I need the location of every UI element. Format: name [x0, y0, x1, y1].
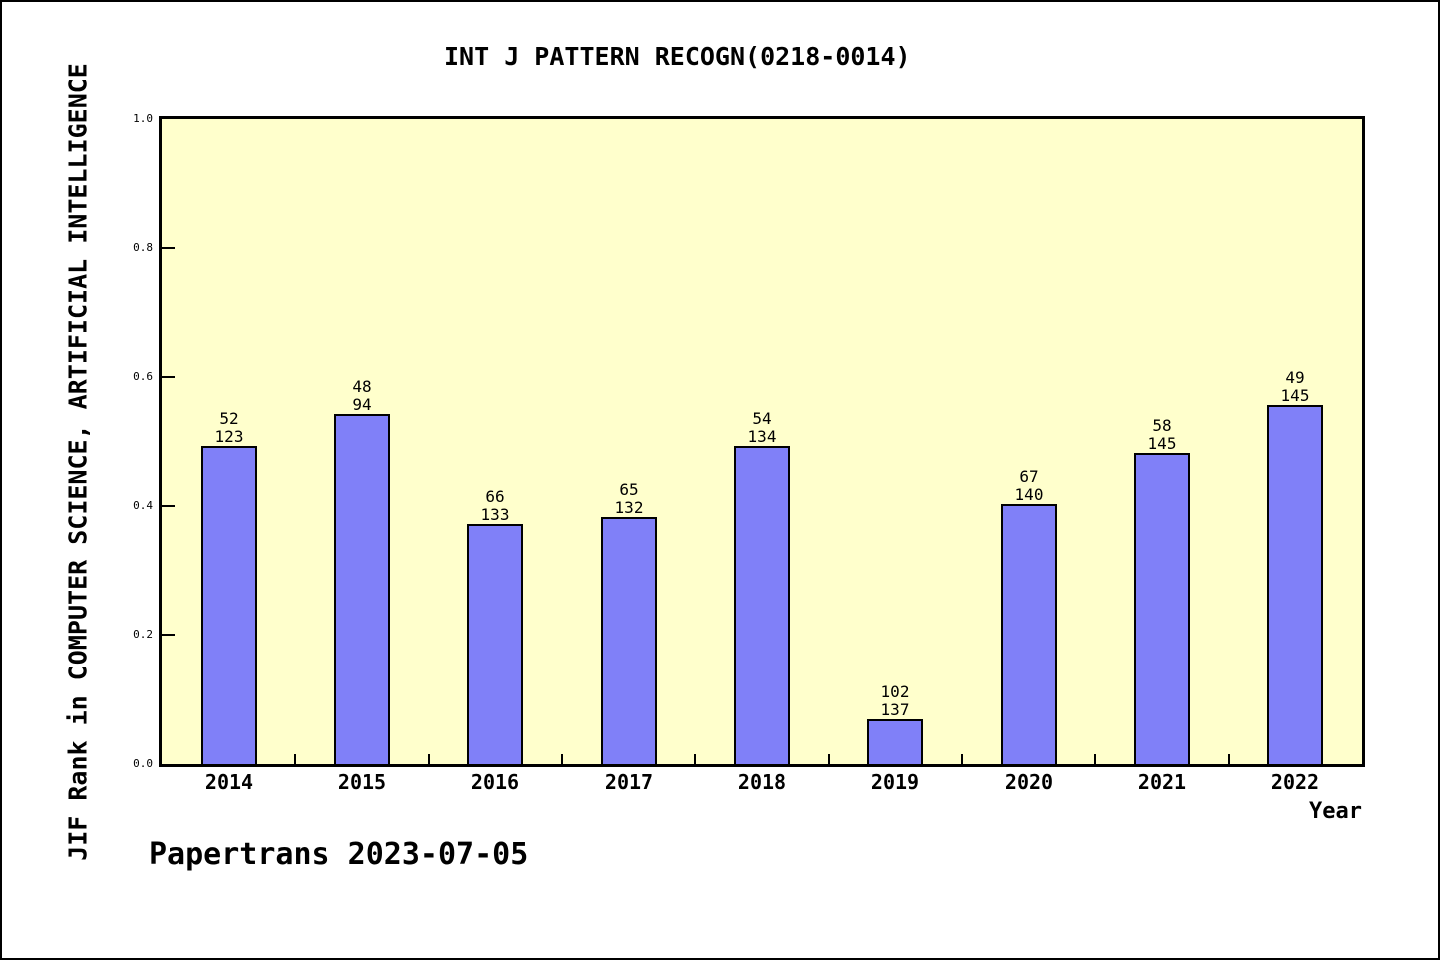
y-tick-mark [162, 376, 175, 378]
plot-area: 52 123 48 94 66 133 65 132 54 134 102 137 67 140 58 145… [159, 116, 1365, 767]
footer-watermark: Papertrans 2023-07-05 [149, 837, 529, 872]
x-tick-label-2017: 2017 [604, 770, 654, 794]
y-tick-label: 0.6 [133, 370, 153, 383]
bar-value-label-2019: 102 137 [845, 683, 945, 719]
bar-2019 [867, 719, 923, 764]
x-tick-label-2022: 2022 [1270, 770, 1320, 794]
bar-rank-value: 52 [219, 409, 239, 428]
bar-total-value: 94 [352, 395, 372, 414]
bar-value-label-2021: 58 145 [1112, 417, 1212, 453]
x-tick-mark [694, 754, 696, 764]
bar-value-label-2022: 49 145 [1245, 369, 1345, 405]
x-tick-label-2021: 2021 [1137, 770, 1187, 794]
x-tick-mark [1094, 754, 1096, 764]
y-tick-mark [162, 505, 175, 507]
bar-rank-value: 102 [880, 682, 910, 701]
chart-title: INT J PATTERN RECOGN(0218-0014) [444, 42, 911, 71]
y-tick-label: 0.0 [133, 757, 153, 770]
bar-2021 [1134, 453, 1190, 764]
bar-rank-value: 66 [485, 487, 505, 506]
bar-total-value: 134 [747, 427, 777, 446]
y-tick-label: 1.0 [133, 112, 153, 125]
bar-total-value: 145 [1280, 386, 1310, 405]
x-tick-label-2019: 2019 [870, 770, 920, 794]
x-tick-label-2016: 2016 [470, 770, 520, 794]
x-tick-mark [1228, 754, 1230, 764]
y-axis-label: JIF Rank in COMPUTER SCIENCE, ARTIFICIAL… [63, 63, 93, 861]
bar-total-value: 137 [880, 700, 910, 719]
x-tick-mark [428, 754, 430, 764]
bar-rank-value: 65 [619, 480, 639, 499]
y-tick-mark [162, 247, 175, 249]
bar-total-value: 132 [614, 498, 644, 517]
y-tick-label: 0.4 [133, 499, 153, 512]
bar-total-value: 123 [214, 427, 244, 446]
bar-rank-value: 49 [1285, 368, 1305, 387]
x-tick-label-2020: 2020 [1004, 770, 1054, 794]
bar-2017 [601, 517, 657, 764]
y-tick-label: 0.8 [133, 241, 153, 254]
bar-value-label-2018: 54 134 [712, 410, 812, 446]
x-tick-label-2014: 2014 [204, 770, 254, 794]
bar-2014 [201, 446, 257, 764]
bar-rank-value: 67 [1019, 467, 1039, 486]
y-tick-mark [162, 634, 175, 636]
x-axis-label: Year [1309, 799, 1362, 824]
bar-2020 [1001, 504, 1057, 764]
bar-total-value: 140 [1014, 485, 1044, 504]
bar-2015 [334, 414, 390, 764]
bar-value-label-2014: 52 123 [179, 410, 279, 446]
x-tick-label-2018: 2018 [737, 770, 787, 794]
bar-total-value: 133 [480, 505, 510, 524]
bar-rank-value: 48 [352, 377, 372, 396]
bar-2022 [1267, 405, 1323, 764]
x-tick-mark [828, 754, 830, 764]
bar-value-label-2015: 48 94 [312, 378, 412, 414]
x-tick-label-2015: 2015 [337, 770, 387, 794]
bar-2016 [467, 524, 523, 764]
bar-rank-value: 58 [1152, 416, 1172, 435]
bar-value-label-2016: 66 133 [445, 488, 545, 524]
bar-value-label-2017: 65 132 [579, 481, 679, 517]
bar-value-label-2020: 67 140 [979, 468, 1079, 504]
x-tick-mark [561, 754, 563, 764]
x-tick-mark [961, 754, 963, 764]
bar-rank-value: 54 [752, 409, 772, 428]
bar-2018 [734, 446, 790, 764]
x-tick-mark [294, 754, 296, 764]
y-tick-label: 0.2 [133, 628, 153, 641]
bar-total-value: 145 [1147, 434, 1177, 453]
